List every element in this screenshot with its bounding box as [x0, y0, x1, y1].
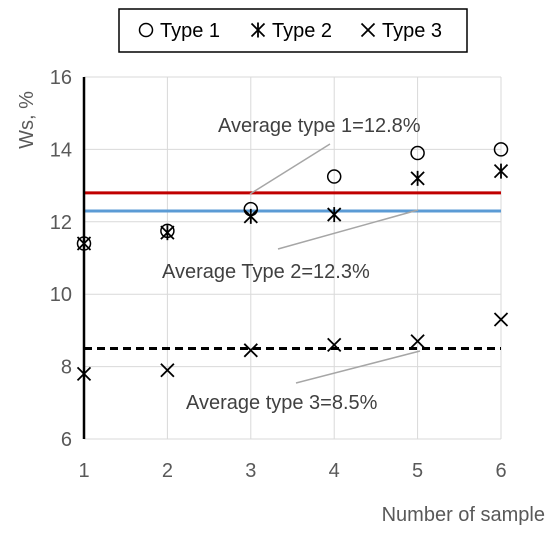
data-points: [76, 142, 509, 381]
y-tick-label-10: 10: [50, 284, 72, 306]
leader-line-3: [295, 350, 421, 384]
point-type-1-sample-4: [326, 169, 342, 184]
x-tick-label-4: 4: [329, 460, 340, 482]
legend-label-type-2: Type 2: [272, 20, 332, 42]
point-type-1-sample-6: [493, 142, 509, 157]
leader-line-2: [277, 209, 419, 250]
point-type-3-sample-1: [76, 366, 92, 381]
annotation-average-type-1: Average type 1=12.8%: [218, 115, 421, 137]
x-tick-label-6: 6: [495, 460, 506, 482]
point-type-2-sample-2: [160, 225, 175, 241]
point-type-3-sample-6: [493, 312, 509, 327]
point-type-2-sample-1: [76, 236, 92, 252]
legend-marker-type-1: [138, 22, 154, 38]
x-tick-label-3: 3: [245, 460, 256, 482]
y-tick-label-8: 8: [61, 357, 72, 379]
y-tick-label-12: 12: [50, 212, 72, 234]
point-type-3-sample-3: [243, 343, 258, 358]
legend-marker-type-2: [250, 22, 266, 38]
y-tick-label-6: 6: [61, 429, 72, 451]
point-type-3-sample-4: [327, 337, 342, 353]
point-type-2-sample-4: [327, 207, 342, 223]
point-type-2-sample-6: [493, 163, 509, 179]
point-type-1-sample-5: [410, 145, 425, 161]
point-type-2-sample-3: [243, 208, 258, 224]
leader-line-1: [249, 143, 331, 195]
legend-box: [118, 8, 468, 53]
legend: Type 1 Type 2 Type 3: [118, 8, 468, 53]
legend-markers: [138, 22, 376, 38]
y-tick-label-14: 14: [50, 139, 72, 161]
x-tick-label-5: 5: [412, 460, 423, 482]
annotations: Average type 1=12.8% Average Type 2=12.3…: [162, 115, 421, 414]
point-type-3-sample-2: [160, 363, 175, 378]
legend-label-type-1: Type 1: [160, 20, 220, 42]
point-type-3-sample-5: [410, 334, 425, 349]
x-axis-title: Number of sample: [382, 504, 545, 526]
legend-marker-type-3: [360, 22, 376, 38]
grid: [83, 76, 502, 440]
annotation-average-type-3: Average type 3=8.5%: [186, 392, 378, 414]
legend-label-type-3: Type 3: [382, 20, 442, 42]
y-axis-title: Ws, %: [16, 91, 38, 149]
point-type-2-sample-5: [410, 170, 425, 186]
x-tick-label-2: 2: [162, 460, 173, 482]
y-tick-label-16: 16: [50, 67, 72, 89]
x-tick-label-1: 1: [78, 460, 89, 482]
annotation-average-type-2: Average Type 2=12.3%: [162, 261, 370, 283]
annotation-leaders: [249, 143, 421, 384]
reference-lines: [84, 191, 501, 350]
